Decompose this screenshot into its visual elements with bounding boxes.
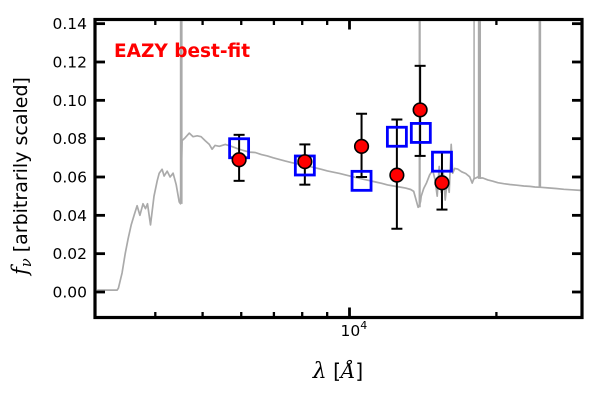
- y-tick-label: 0.14: [52, 15, 87, 33]
- y-tick-label: 0.10: [52, 92, 87, 110]
- axes-spines: [93, 17, 584, 320]
- model-photometry-point: [350, 169, 373, 192]
- model-photometry-point: [385, 125, 408, 148]
- observed-photometry-point: [353, 138, 370, 154]
- observed-photometry-point: [231, 152, 247, 168]
- model-photometry-point: [431, 150, 453, 173]
- axes-frame: [93, 17, 584, 320]
- y-tick-label: 0.06: [52, 168, 87, 186]
- y-axis-label: fν [arbitrarily scaled]: [8, 77, 35, 277]
- x-axis-label: λ [Å]: [312, 358, 363, 384]
- annotation-eazy-best-fit: EAZY best-fit: [114, 41, 250, 62]
- y-tick-label: 0.00: [52, 284, 87, 302]
- y-tick-label: 0.04: [52, 207, 87, 225]
- axes-ticks: [95, 19, 582, 318]
- y-tick-label: 0.12: [52, 53, 87, 71]
- observed-photometry-point: [412, 102, 428, 118]
- y-tick-label: 0.08: [52, 130, 87, 148]
- observed-photometry-layer: [231, 102, 450, 191]
- model-photometry-point: [409, 122, 432, 144]
- observed-photometry-point: [434, 175, 450, 191]
- x-tick-label: 104: [341, 319, 368, 340]
- y-tick-label: 0.02: [52, 245, 87, 263]
- observed-photometry-point: [389, 167, 405, 183]
- axes-tick-labels: 0.00 0.02 0.04 0.06 0.08 0.10 0.12 0.14 104: [52, 15, 367, 340]
- error-bars-layer: [233, 64, 448, 230]
- observed-photometry-point: [297, 154, 313, 170]
- spectrum-path: [96, 132, 581, 291]
- model-spectrum-layer: [96, 21, 581, 291]
